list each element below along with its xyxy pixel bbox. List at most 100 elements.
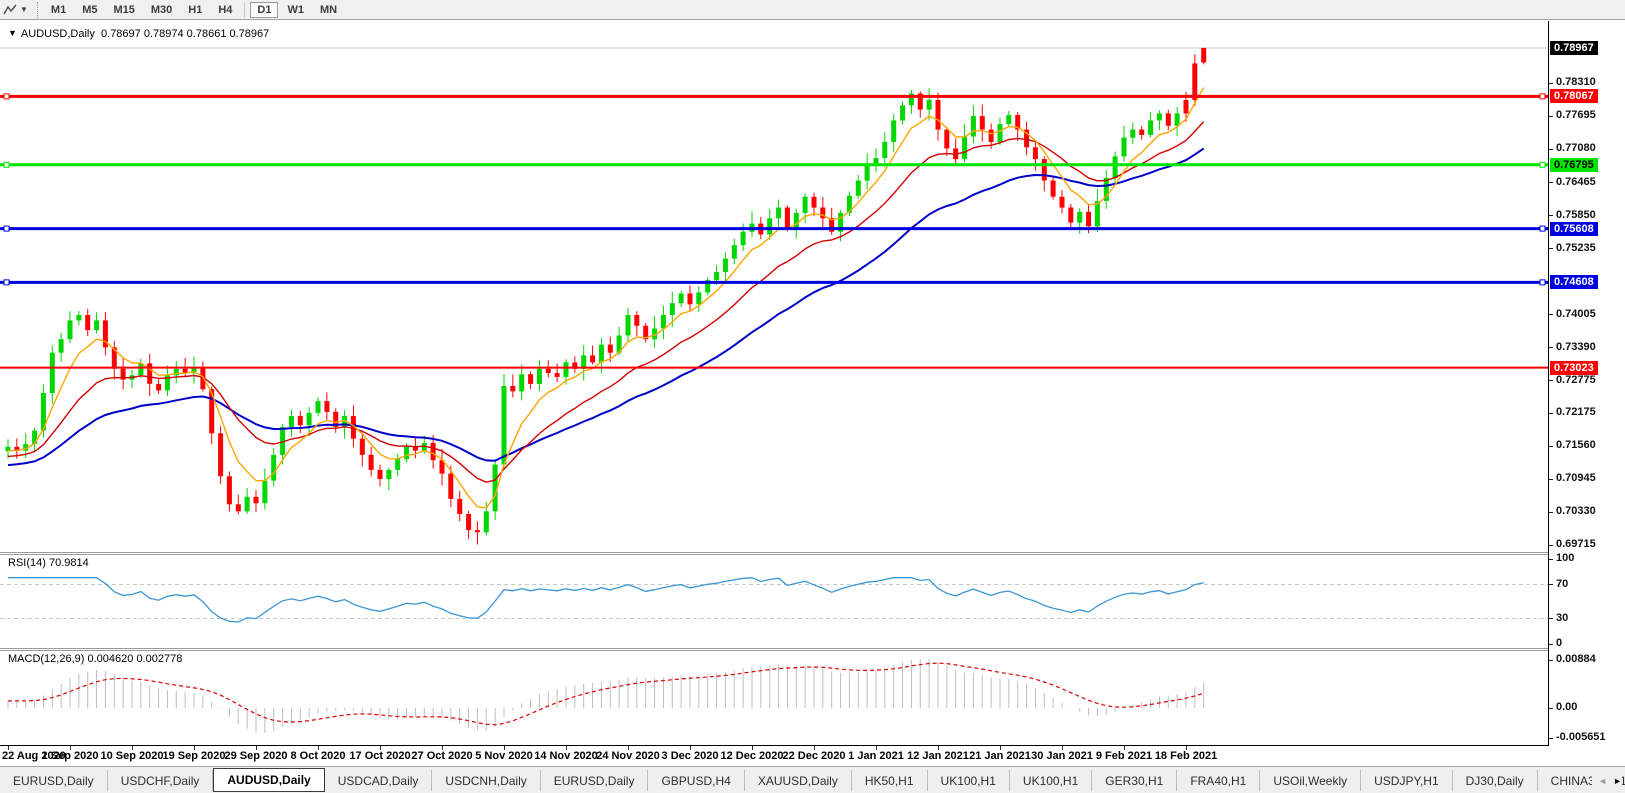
date-tick [1124,746,1125,750]
timeframe-button-M15[interactable]: M15 [113,3,135,16]
chart-tab-UK100-H1[interactable]: UK100,H1 [1010,770,1093,791]
chart-tab-USDCAD-Daily[interactable]: USDCAD,Daily [325,770,433,791]
chart-tab-EURUSD-Daily[interactable]: EURUSD,Daily [0,770,108,791]
chart-tabs-bar: EURUSD,Daily USDCHF,Daily AUDUSD,Daily USDC… [0,766,1625,793]
price-axis-tick [1549,115,1553,117]
ma-slow-line [7,147,1205,467]
rsi-axis-tick [1549,558,1553,560]
date-label: 24 Nov 2020 [596,750,660,762]
price-axis-tick [1549,511,1553,513]
date-label: 22 Dec 2020 [782,750,846,762]
price-axis-label: 0.75850 [1556,208,1596,221]
date-tick [380,746,381,750]
date-label: 17 Oct 2020 [349,750,411,762]
price-axis-label: 0.76465 [1556,175,1596,188]
price-axis-label: 0.72775 [1556,373,1596,386]
timeframe-button-M5[interactable]: M5 [82,3,98,16]
scroll-left-icon[interactable]: ◄ [1598,775,1608,786]
line-anchor[interactable] [1539,279,1546,286]
hline-price-tag[interactable]: 0.75608 [1550,221,1598,236]
timeframe-button-MN[interactable]: MN [319,3,338,16]
chart-tab-DJ30-Daily[interactable]: DJ30,Daily [1453,770,1538,791]
timeframe-button-M30[interactable]: M30 [150,3,173,16]
chart-type-icon[interactable]: ▼ [0,3,32,16]
date-label: 27 Oct 2020 [411,750,473,762]
timeframe-button-W1[interactable]: W1 [287,3,304,16]
price-axis[interactable]: 0.78310 0.77695 0.77080 0.76465 0.75850 0.752… [1549,21,1625,746]
open-value: 0.78697 [101,28,141,40]
rsi-axis-label: 70 [1556,577,1569,590]
macd-axis-label: 0.00884 [1556,653,1596,666]
date-label: 5 Nov 2020 [475,750,533,762]
pane-separator[interactable] [0,552,1625,555]
timeframe-button-M1[interactable]: M1 [50,3,67,16]
date-axis[interactable]: 22 Aug 2020 1 Sep 2020 10 Sep 2020 19 Sep 2… [0,746,1625,766]
date-label: 12 Jan 2021 [907,750,969,762]
price-axis-label: 0.72175 [1556,406,1596,419]
timeframe-button-H1[interactable]: H1 [188,3,203,16]
macd-axis-tick [1549,707,1553,709]
main-chart-canvas[interactable] [0,21,1548,746]
date-tick [70,746,71,750]
timeframe-button-H4[interactable]: H4 [218,3,233,16]
chart-tab-USDJPY-H1[interactable]: USDJPY,H1 [1361,770,1453,791]
chart-tab-AUDUSD-Daily[interactable]: AUDUSD,Daily [213,768,325,792]
price-axis-tick [1549,445,1553,447]
line-anchor[interactable] [3,225,10,232]
line-anchor[interactable] [1539,161,1546,168]
price-axis-tick [1549,248,1553,250]
chart-tab-UK100-H1[interactable]: UK100,H1 [928,770,1010,791]
date-tick [938,746,939,750]
price-axis-label: 0.71560 [1556,439,1596,452]
date-tick [442,746,443,750]
chart-tab-USOil-Weekly[interactable]: USOil,Weekly [1260,770,1362,791]
chevron-down-icon[interactable]: ▼ [20,5,28,14]
rsi-axis-tick [1549,618,1553,619]
macd-axis-label: 0.00 [1556,701,1578,713]
date-label: 9 Feb 2021 [1095,750,1153,762]
date-label: 10 Sep 2020 [100,750,164,762]
price-axis-label: 0.70945 [1556,472,1596,485]
macd-label: MACD(12,26,9) 0.004620 0.002778 [8,653,182,665]
chart-tab-USDCHF-Daily[interactable]: USDCHF,Daily [108,770,214,791]
price-axis-tick [1549,412,1553,414]
macd-signal-value: 0.002778 [136,653,183,665]
toolbar-separator [244,1,246,18]
hline-price-tag[interactable]: 0.73023 [1550,360,1598,375]
rsi-value: 70.9814 [48,557,89,569]
date-tick [814,746,815,750]
date-label: 30 Jan 2021 [1031,750,1093,762]
line-anchor[interactable] [3,161,10,168]
close-value: 0.78967 [229,28,270,40]
chart-tab-EURUSD-Daily[interactable]: EURUSD,Daily [541,770,649,791]
chart-tab-XAUUSD-Daily[interactable]: XAUUSD,Daily [745,770,852,791]
chart-title: ▼ AUDUSD,Daily 0.78697 0.78974 0.78661 0.… [8,28,269,40]
chart-window[interactable]: ▼ AUDUSD,Daily 0.78697 0.78974 0.78661 0.… [0,21,1625,746]
line-anchor[interactable] [1539,93,1546,100]
date-tick [876,746,877,750]
triangle-down-icon[interactable]: ▼ [8,28,17,38]
line-anchor[interactable] [3,279,10,286]
date-tick [1000,746,1001,750]
pane-separator[interactable] [0,648,1625,651]
line-anchor[interactable] [1539,225,1546,232]
hline-price-tag[interactable]: 0.78067 [1550,89,1598,104]
price-axis-tick [1549,544,1553,546]
chart-tab-FRA40-H1[interactable]: FRA40,H1 [1177,770,1261,791]
line-anchor[interactable] [3,93,10,100]
price-axis-tick [1549,82,1553,84]
chart-tab-GBPUSD-H4[interactable]: GBPUSD,H4 [648,770,745,791]
date-tick [1062,746,1063,750]
chart-tab-HK50-H1[interactable]: HK50,H1 [852,770,928,791]
current-price-tag: 0.78967 [1550,41,1598,55]
hline-price-tag[interactable]: 0.76795 [1550,157,1598,172]
timeframe-button-D1[interactable]: D1 [250,1,279,18]
tab-scroll-arrows: ◄ ► [1592,767,1622,793]
chart-tab-USDCNH-Daily[interactable]: USDCNH,Daily [432,770,541,791]
macd-value: 0.004620 [87,653,134,665]
chart-tab-GER30-H1[interactable]: GER30,H1 [1092,770,1178,791]
scroll-right-icon[interactable]: ► [1613,775,1622,786]
date-tick [752,746,753,750]
date-tick [8,746,9,750]
hline-price-tag[interactable]: 0.74608 [1550,275,1598,290]
